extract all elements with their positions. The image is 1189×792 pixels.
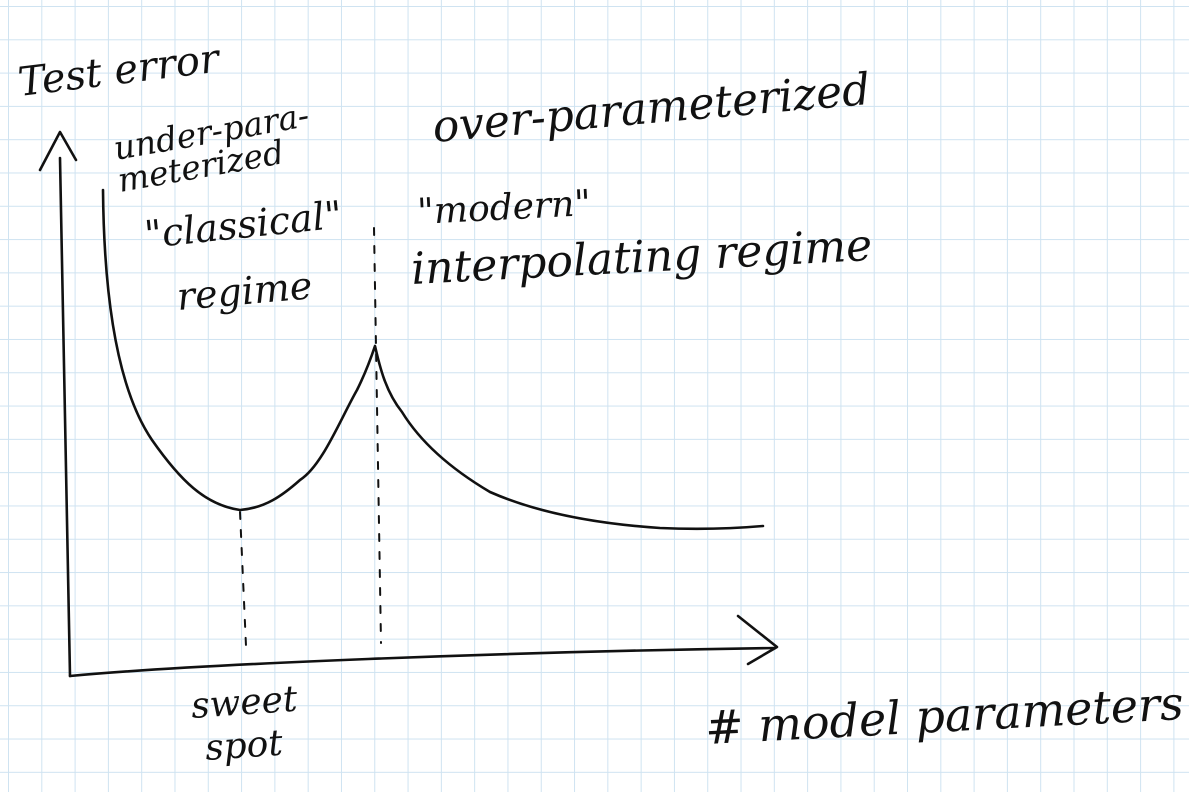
y-axis [58,156,72,678]
test-error-curve [101,188,765,531]
y-axis-arrowhead-icon [38,130,78,172]
interpolation-threshold-guide [373,227,382,644]
sweet-spot-guide [239,511,247,647]
x-axis [68,646,777,678]
modern-regime-line-2: "modern" [416,183,592,233]
sweet-spot-line-1: sweet [190,679,299,727]
sweet-spot-line-2: spot [204,723,285,769]
modern-regime-line-3: interpolating regime [410,220,873,295]
x-axis-label: # model parameters [704,676,1185,755]
classical-regime-line-3: "classical" [142,192,344,256]
x-axis-arrowhead-icon [736,614,779,666]
y-axis-label: Test error [16,35,225,106]
modern-regime-line-1: over-parameterized [431,64,873,153]
classical-regime-line-4: regime [175,263,314,319]
